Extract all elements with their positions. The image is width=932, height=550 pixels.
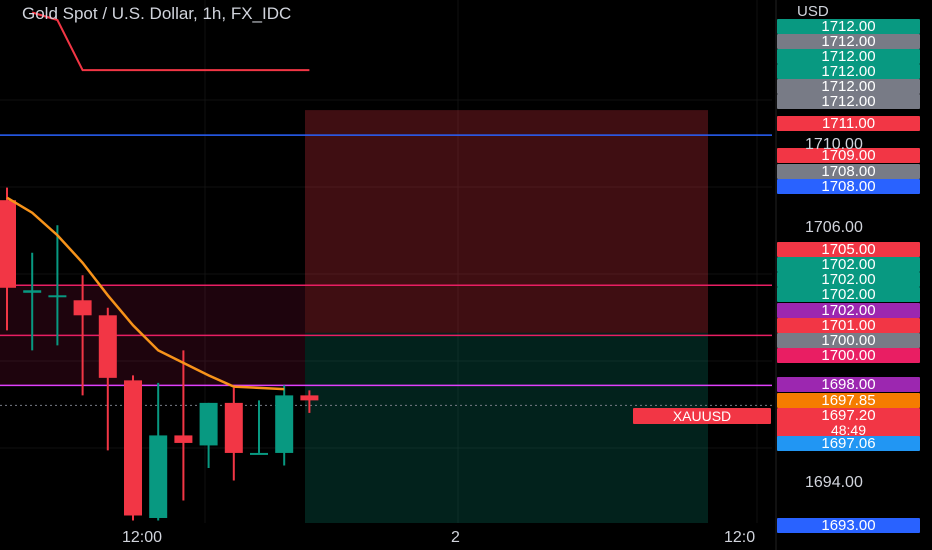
price-tag[interactable]: 1712.00 bbox=[777, 19, 920, 34]
price-tag[interactable]: 1697.06 bbox=[777, 436, 920, 451]
position-target-zone bbox=[305, 332, 708, 523]
price-tag[interactable]: 1708.00 bbox=[777, 179, 920, 194]
price-tag-value: 1698.00 bbox=[821, 376, 876, 393]
price-tag[interactable]: 1701.00 bbox=[777, 318, 920, 333]
price-tag-value: 1711.00 bbox=[821, 115, 876, 132]
price-tag[interactable]: 1711.00 bbox=[777, 116, 920, 131]
countdown-timer: 48:49 bbox=[830, 422, 867, 438]
price-tag-value: 1702.00 bbox=[821, 271, 876, 288]
price-tag[interactable]: 1712.00 bbox=[777, 34, 920, 49]
price-tag-value: 1700.00 bbox=[821, 347, 876, 364]
candle-body-down bbox=[98, 315, 117, 378]
price-tag[interactable]: 1709.00 bbox=[777, 148, 920, 163]
price-tag-value: 1708.00 bbox=[821, 178, 876, 195]
ticker-label[interactable]: XAUUSD bbox=[633, 408, 771, 424]
currency-label[interactable]: USD bbox=[797, 3, 829, 20]
price-tag[interactable]: 1702.00 bbox=[777, 287, 920, 302]
price-tag[interactable]: 1712.00 bbox=[777, 64, 920, 79]
price-tag[interactable]: 1697.85 bbox=[777, 393, 920, 408]
candle-body-up bbox=[149, 435, 168, 518]
candle-body-down bbox=[73, 300, 92, 316]
y-tick-label: 1706.00 bbox=[805, 219, 863, 236]
price-tag-value: 1712.00 bbox=[821, 33, 876, 50]
price-tag-value: 1697.20 bbox=[821, 407, 876, 424]
candle-body-up bbox=[199, 402, 218, 446]
red-step-line bbox=[31, 11, 310, 72]
price-tag-value: 1712.00 bbox=[821, 18, 876, 35]
candle-body-down bbox=[124, 380, 142, 516]
price-tag[interactable]: 1693.00 bbox=[777, 518, 920, 533]
price-tag[interactable]: 1705.00 bbox=[777, 242, 920, 257]
price-tag-value: 1712.00 bbox=[821, 93, 876, 110]
price-tag[interactable]: 1702.00 bbox=[777, 303, 920, 318]
price-tag[interactable]: 1700.00 bbox=[777, 348, 920, 363]
y-tick-label: 1710.00 bbox=[805, 136, 863, 153]
price-tag-value: 1712.00 bbox=[821, 78, 876, 95]
candle-body-up bbox=[275, 395, 294, 453]
price-tag-value: 1700.00 bbox=[821, 332, 876, 349]
price-tag[interactable]: 1708.00 bbox=[777, 164, 920, 179]
position-stop-zone bbox=[305, 110, 708, 333]
candle-body-up bbox=[23, 290, 42, 293]
y-tick-label: 1694.00 bbox=[805, 474, 863, 491]
x-tick-label: 2 bbox=[451, 529, 460, 546]
price-tag[interactable]: 1712.00 bbox=[777, 49, 920, 64]
price-tag-value: 1708.00 bbox=[821, 163, 876, 180]
price-tag-value: 1709.00 bbox=[821, 147, 876, 164]
price-tag-value: 1702.00 bbox=[821, 302, 876, 319]
price-tag-value: 1712.00 bbox=[821, 48, 876, 65]
price-tag-value: 1693.00 bbox=[821, 517, 876, 534]
candle-body-down bbox=[0, 200, 16, 288]
x-tick-label: 12:0 bbox=[724, 529, 756, 546]
price-tag-value: 1697.06 bbox=[821, 435, 876, 452]
candle-body-down bbox=[174, 435, 193, 443]
price-tag-value: 1712.00 bbox=[821, 63, 876, 80]
chart-title: Gold Spot / U.S. Dollar, 1h, FX_IDC bbox=[22, 4, 292, 23]
price-tag-value: 1701.00 bbox=[821, 317, 876, 334]
price-tag-value: 1705.00 bbox=[821, 241, 876, 258]
ema-line bbox=[6, 196, 285, 391]
candle-body-up bbox=[48, 295, 67, 298]
price-tag[interactable]: 1702.00 bbox=[777, 257, 920, 272]
price-tag-value: 1702.00 bbox=[821, 256, 876, 273]
price-tag-value: 1697.85 bbox=[821, 392, 876, 409]
candle-body-down bbox=[300, 395, 319, 401]
price-tag[interactable]: 1712.00 bbox=[777, 79, 920, 94]
price-tag[interactable]: 1698.00 bbox=[777, 377, 920, 392]
price-tag[interactable]: 1697.20 48:49 bbox=[777, 408, 920, 437]
price-tag[interactable]: 1712.00 bbox=[777, 94, 920, 109]
price-tag-value: 1702.00 bbox=[821, 286, 876, 303]
price-tag[interactable]: 1700.00 bbox=[777, 333, 920, 348]
price-tag[interactable]: 1702.00 bbox=[777, 272, 920, 287]
candle-body-down bbox=[224, 402, 243, 453]
candle-body-up bbox=[250, 452, 268, 455]
x-tick-label: 12:00 bbox=[122, 529, 163, 546]
